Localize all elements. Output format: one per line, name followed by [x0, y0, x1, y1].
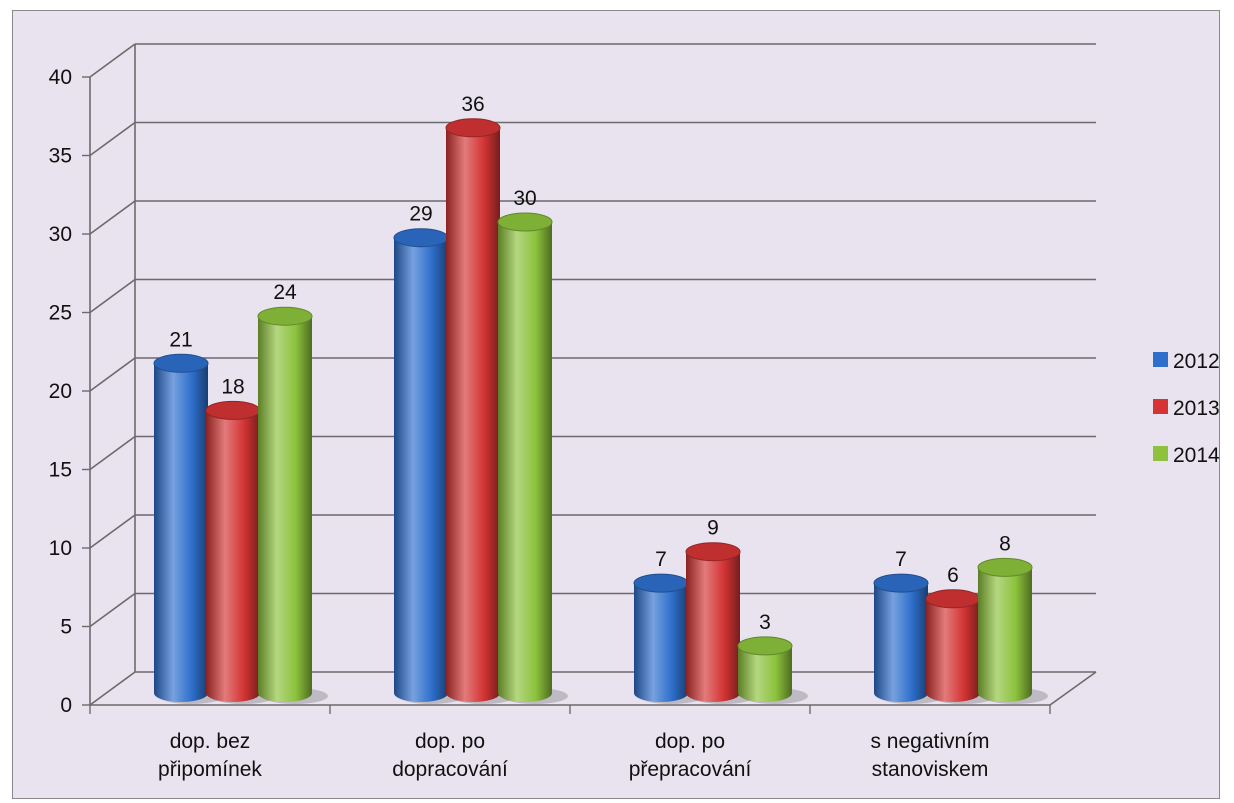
bar-top [977, 557, 1033, 577]
bar-bottom [498, 684, 552, 702]
legend-swatch [1153, 399, 1168, 414]
gridline-diagonal [89, 357, 136, 392]
data-label: 7 [655, 548, 667, 571]
y-tick-label: 5 [60, 616, 72, 639]
bar-2012 [634, 583, 688, 693]
bar-bottom [258, 684, 312, 702]
data-label: 6 [947, 564, 959, 587]
bar-top [737, 636, 793, 656]
legend-swatch [1153, 446, 1168, 461]
bar-2013 [686, 551, 740, 693]
bar-top [685, 542, 741, 562]
bar-top [257, 306, 313, 326]
data-label: 7 [895, 548, 907, 571]
legend-label: 2013 [1173, 397, 1220, 420]
gridline-diagonal [89, 278, 136, 314]
y-tick-label: 20 [49, 380, 72, 403]
category-label: dop. po dopracování [392, 730, 508, 781]
bar-2014 [498, 222, 552, 693]
data-label: 21 [169, 328, 192, 351]
bar-top [205, 400, 261, 420]
y-tick-label: 10 [49, 537, 72, 560]
y-tick-label: 40 [49, 66, 72, 89]
bar-bottom [394, 684, 448, 702]
legend-item-2014: 2014 [1153, 444, 1220, 467]
data-label: 3 [759, 611, 771, 634]
bar-top [393, 228, 449, 248]
labels: 0 5 10 15 20 25 30 35 40 21 18 24 dop. bez připomínek… [49, 66, 1011, 781]
data-label: 30 [513, 187, 536, 210]
bar-2013 [926, 598, 980, 693]
gridline-diagonal [89, 435, 136, 471]
bar-bottom [978, 684, 1032, 702]
data-label: 24 [273, 281, 297, 304]
bar-2014 [978, 567, 1032, 693]
gridline-diagonal [89, 200, 136, 235]
bars [153, 118, 1048, 704]
gridline-diagonal [89, 514, 136, 549]
bar-bottom [206, 684, 260, 702]
bar-top [445, 118, 501, 138]
legend: 2012 2013 2014 [1153, 350, 1220, 467]
data-label: 9 [707, 517, 719, 540]
legend-swatch [1153, 352, 1168, 367]
bar-2013 [446, 127, 500, 694]
bar-top [497, 212, 553, 232]
bar-bottom [738, 684, 792, 702]
gridline-diagonal [89, 671, 136, 706]
bar-top [153, 353, 209, 373]
bar-2014 [258, 316, 312, 693]
bar-2012 [154, 363, 208, 693]
legend-item-2013: 2013 [1153, 397, 1220, 420]
data-label: 8 [999, 532, 1011, 555]
gridline-diagonal [89, 43, 136, 78]
legend-label: 2012 [1173, 350, 1220, 373]
y-tick-label: 15 [49, 459, 72, 482]
bar-top [873, 573, 929, 593]
bar-bottom [926, 684, 980, 702]
bar-2012 [394, 237, 448, 693]
bar-bottom [154, 684, 208, 702]
bar-bottom [874, 684, 928, 702]
data-label: 18 [221, 375, 244, 398]
legend-label: 2014 [1173, 444, 1220, 467]
category-label: dop. po přepracování [629, 730, 752, 781]
category-label: s negativním stanoviskem [870, 730, 989, 781]
bar-2013 [206, 410, 260, 693]
bar-bottom [634, 684, 688, 702]
legend-item-2012: 2012 [1153, 350, 1220, 373]
bar-top [633, 573, 689, 593]
data-label: 36 [461, 93, 484, 116]
bar-bottom [686, 684, 740, 702]
category-label: dop. bez připomínek [158, 730, 262, 781]
bar-2012 [874, 583, 928, 693]
bar-top [925, 589, 981, 609]
y-tick-label: 35 [49, 145, 72, 168]
floor-edge [1049, 671, 1097, 706]
y-tick-label: 30 [49, 223, 72, 246]
y-tick-label: 0 [60, 694, 72, 717]
data-label: 29 [409, 203, 432, 226]
bar-bottom [446, 684, 500, 702]
gridline-diagonal [89, 592, 136, 628]
y-tick-label: 25 [49, 302, 72, 325]
axes [82, 44, 1097, 714]
gridline-diagonal [89, 121, 136, 157]
